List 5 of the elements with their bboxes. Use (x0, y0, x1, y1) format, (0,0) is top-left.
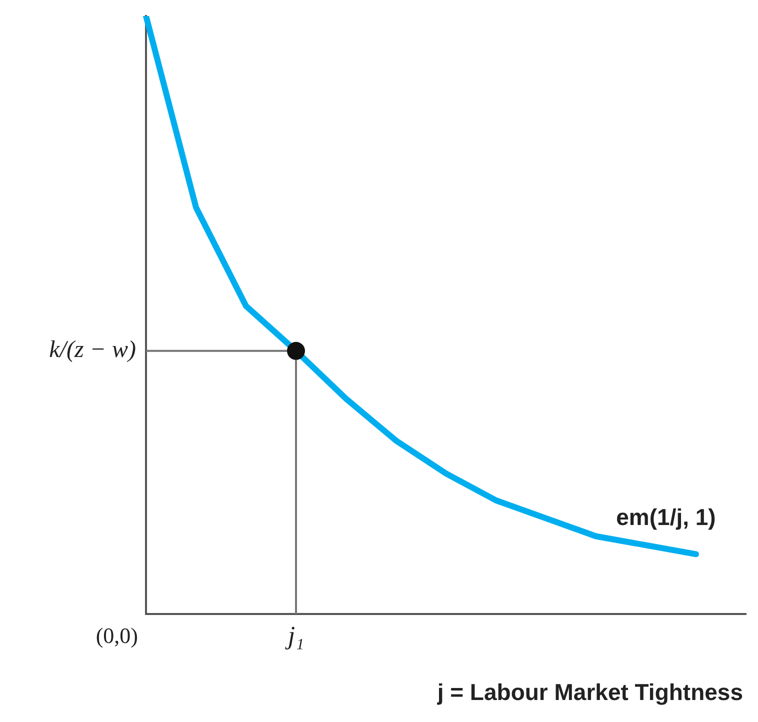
text: j₁ (284, 620, 304, 650)
text: (0,0) (96, 622, 138, 648)
annotation: em(1/j, 1) (616, 504, 716, 530)
ref-line-label: k/(z − w) (49, 337, 136, 364)
x-axis-title: j = Labour Market Tightness (436, 678, 743, 705)
